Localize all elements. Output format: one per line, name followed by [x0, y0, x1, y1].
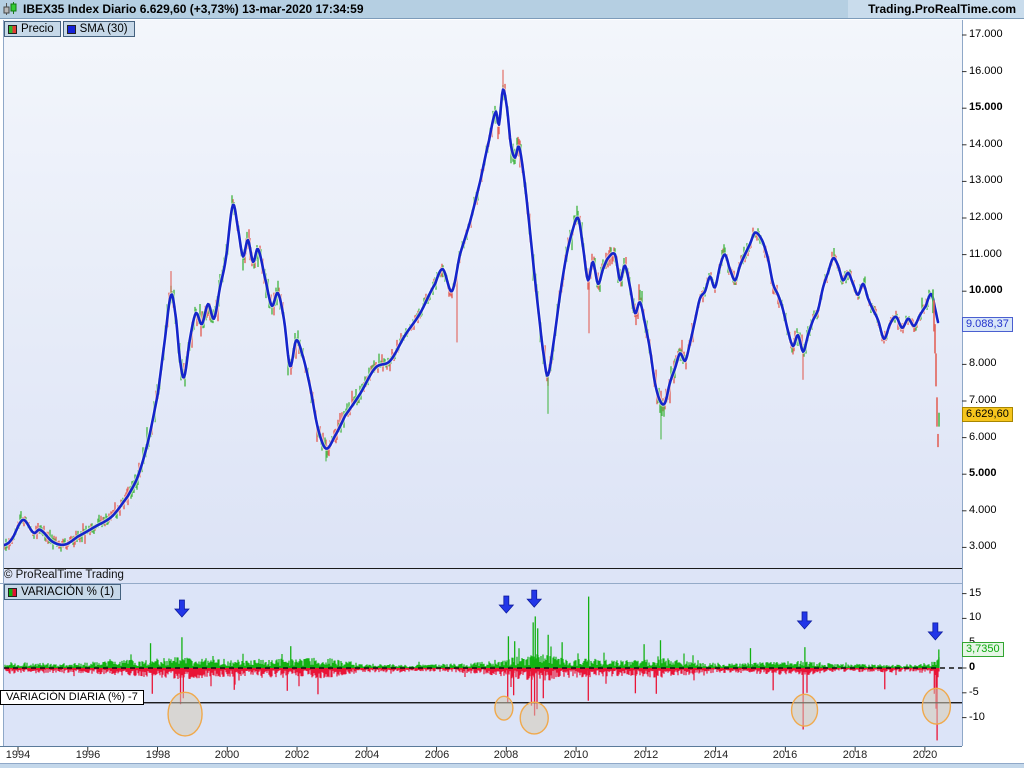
drawing-ellipse[interactable] — [519, 701, 549, 735]
drawing-arrow-down[interactable] — [498, 595, 515, 614]
drawing-arrow-down[interactable] — [927, 622, 944, 641]
price-tick-label: 11.000 — [969, 247, 1002, 260]
legend-variacion-label: VARIACIÓN % (1) — [21, 586, 115, 598]
sma-series-icon — [66, 24, 76, 34]
brand-link[interactable]: Trading.ProRealTime.com — [848, 0, 1024, 18]
year-label: 2000 — [214, 749, 240, 761]
price-tick-label: 14.000 — [969, 137, 1003, 150]
price-tick-label: 12.000 — [969, 211, 1003, 223]
drawing-ellipse[interactable] — [790, 693, 819, 727]
price-tick-label: 13.000 — [969, 174, 1003, 187]
watermark: © ProRealTime Trading — [4, 569, 124, 581]
variation-series-icon — [8, 587, 17, 597]
price-tick-label: 5.000 — [969, 467, 997, 480]
year-label: 2014 — [703, 749, 729, 761]
legend-chip-sma[interactable]: SMA (30) — [62, 21, 135, 37]
price-series-icon — [8, 24, 17, 34]
drawing-ellipse[interactable] — [921, 687, 952, 725]
drawing-ellipse[interactable] — [167, 691, 203, 737]
drawing-arrow-down[interactable] — [796, 611, 813, 630]
year-label: 1994 — [5, 749, 31, 761]
price-tick-label: 3.000 — [969, 540, 997, 553]
pct-tick-label: -5 — [969, 685, 979, 698]
price-tick-label: 7.000 — [969, 394, 997, 406]
price-tick-label: 16.000 — [969, 64, 1003, 77]
pct-tick-label: 0 — [969, 661, 976, 673]
year-label: 2012 — [633, 749, 659, 761]
legend-sma-label: SMA (30) — [79, 23, 128, 35]
price-tick-label: 10.000 — [969, 284, 1003, 297]
indicator-legend: VARIACIÓN % (1) — [4, 584, 122, 600]
pct-tick-label: 15 — [969, 586, 982, 599]
year-label: 2018 — [842, 749, 868, 761]
price-tick-label: 4.000 — [969, 503, 997, 516]
drawing-arrow-down[interactable] — [526, 589, 543, 608]
price-tick-label: 8.000 — [969, 357, 997, 370]
year-label: 1996 — [75, 749, 101, 761]
year-label: 2016 — [772, 749, 798, 761]
pct-tick-label: -10 — [969, 710, 985, 723]
title-bar: IBEX35 Index Diario 6.629,60 (+3,73%) 13… — [0, 0, 1024, 19]
price-tick-label: 17.000 — [969, 28, 1003, 40]
main-legend: Precio SMA (30) — [4, 21, 135, 37]
drawing-arrow-down[interactable] — [174, 599, 190, 618]
year-label: 1998 — [145, 749, 171, 761]
drawing-ellipse[interactable] — [494, 695, 514, 721]
year-label: 2008 — [493, 749, 519, 761]
variation-value-badge: 3,7350 — [962, 642, 1004, 657]
sma-value-badge: 9.088,37 — [962, 317, 1013, 332]
year-label: 2006 — [424, 749, 450, 761]
legend-precio-label: Precio — [21, 23, 54, 35]
instrument-title: IBEX35 Index Diario 6.629,60 (+3,73%) 13… — [23, 2, 364, 16]
price-tick-label: 6.000 — [969, 430, 997, 443]
legend-chip-precio[interactable]: Precio — [4, 21, 61, 37]
year-label: 2010 — [563, 749, 589, 761]
threshold-label[interactable]: VARIACIÓN DIARIA (%) -7 — [0, 690, 144, 705]
year-label: 2020 — [912, 749, 938, 761]
last-price-badge: 6.629,60 — [962, 407, 1013, 422]
legend-chip-variacion[interactable]: VARIACIÓN % (1) — [4, 584, 122, 600]
year-label: 2002 — [284, 749, 310, 761]
year-label: 2004 — [354, 749, 380, 761]
candlestick-icon — [3, 2, 17, 16]
price-tick-label: 15.000 — [969, 101, 1003, 114]
pct-tick-label: 10 — [969, 611, 982, 624]
